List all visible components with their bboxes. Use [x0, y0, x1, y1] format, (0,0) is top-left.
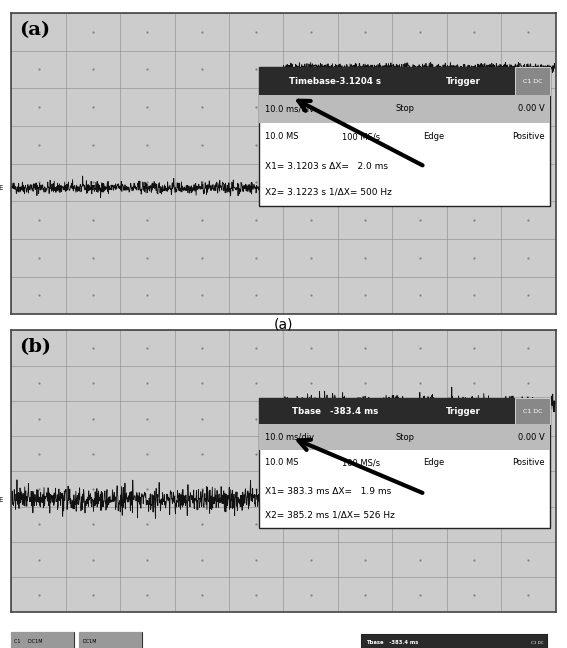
Text: (a): (a) [274, 317, 293, 331]
Text: X2= 3.1223 s 1/ΔX= 500 Hz: X2= 3.1223 s 1/ΔX= 500 Hz [366, 410, 428, 414]
Text: Trigger: Trigger [446, 76, 480, 86]
Text: 0.00 V offset: 0.00 V offset [27, 405, 58, 410]
Bar [11, 336, 74, 355]
Text: Tbase   -383.4 ms: Tbase -383.4 ms [366, 640, 418, 645]
Text: 10.0 ms/div: 10.0 ms/div [265, 104, 314, 113]
Bar [11, 632, 74, 648]
Text: X2= 385.2 ms 1/ΔX= 526 Hz: X2= 385.2 ms 1/ΔX= 526 Hz [265, 511, 395, 519]
Text: C1 DC: C1 DC [531, 345, 544, 349]
Bar [362, 338, 548, 355]
Bar [515, 398, 550, 424]
Text: (b): (b) [19, 338, 52, 356]
Bar [11, 632, 74, 648]
Text: 0.00 V: 0.00 V [518, 104, 544, 113]
Text: 2.00 V/div: 2.00 V/div [29, 373, 56, 378]
Text: C1     DC1M: C1 DC1M [15, 639, 43, 644]
Text: Timebase 3.1204 s: Timebase 3.1204 s [366, 344, 422, 349]
Bar [259, 67, 550, 206]
Text: Positive: Positive [512, 132, 544, 141]
Text: C1 DC: C1 DC [531, 641, 544, 645]
Text: E: E [0, 185, 3, 191]
Text: Edge: Edge [423, 132, 445, 141]
Text: 10.0 MS: 10.0 MS [265, 132, 298, 141]
Bar [362, 635, 548, 648]
Bar [362, 371, 548, 388]
Bar [259, 95, 550, 122]
Text: DC1M: DC1M [83, 639, 97, 644]
Bar [11, 336, 74, 426]
Text: X1= 3.1203 s ΔX=   2.0 ms: X1= 3.1203 s ΔX= 2.0 ms [265, 163, 388, 172]
Text: Stop: Stop [395, 104, 414, 113]
Bar [259, 67, 550, 95]
Text: 100 MS/s: 100 MS/s [342, 459, 380, 467]
Text: 2.00 V/div: 2.00 V/div [98, 373, 124, 378]
Text: Timebase-3.1204 s: Timebase-3.1204 s [289, 76, 380, 86]
Bar [362, 355, 548, 371]
Text: X1= 3.1203 s ΔX=  2.0 ms: X1= 3.1203 s ΔX= 2.0 ms [366, 395, 424, 400]
Text: Stop: Stop [395, 432, 414, 441]
Bar [259, 424, 550, 450]
Bar [259, 398, 550, 527]
Bar [79, 336, 142, 355]
Text: C1 DC: C1 DC [523, 78, 543, 84]
Bar [362, 635, 548, 648]
Bar [362, 338, 548, 429]
Text: Trigger: Trigger [446, 406, 480, 415]
Bar [515, 67, 550, 95]
Text: 0.00 V offset: 0.00 V offset [95, 405, 126, 410]
Text: X1= 383.3 ms ΔX=   1.9 ms: X1= 383.3 ms ΔX= 1.9 ms [265, 487, 391, 496]
Text: 10.0 MS: 10.0 MS [265, 459, 298, 467]
Text: (a): (a) [19, 21, 50, 40]
Text: 10.0 MS  100 MS/s  Edge   Positive: 10.0 MS 100 MS/s Edge Positive [366, 378, 441, 382]
Text: 10.0 ms/div: 10.0 ms/div [265, 432, 314, 441]
Bar [259, 398, 550, 424]
Text: E: E [0, 496, 3, 503]
Text: 10.0 ms/div  Stop    0.00V: 10.0 ms/div Stop 0.00V [366, 361, 422, 365]
Text: Tbase   -383.4 ms: Tbase -383.4 ms [291, 406, 378, 415]
Text: 100 MS/s: 100 MS/s [342, 132, 380, 141]
Bar [79, 632, 142, 648]
Text: Edge: Edge [423, 459, 445, 467]
Text: C1     DC1M: C1 DC1M [15, 343, 43, 348]
Text: Positive: Positive [512, 459, 544, 467]
Text: DC1M: DC1M [83, 343, 97, 348]
Text: 0.00 V: 0.00 V [518, 432, 544, 441]
Text: X2= 3.1223 s 1/ΔX= 500 Hz: X2= 3.1223 s 1/ΔX= 500 Hz [265, 187, 392, 196]
Text: C1 DC: C1 DC [523, 409, 543, 413]
Bar [79, 632, 142, 648]
Bar [79, 336, 142, 426]
